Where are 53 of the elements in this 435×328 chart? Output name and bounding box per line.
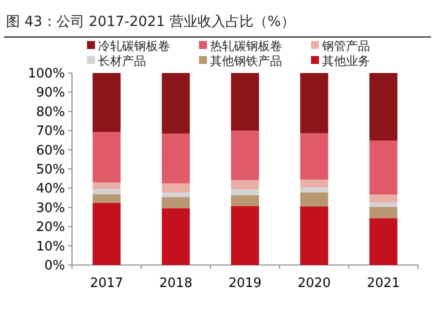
y-tick-label: 90% (36, 86, 65, 101)
x-tick-label: 2021 (366, 276, 400, 291)
bar (369, 140, 398, 195)
x-tick-label: 2017 (90, 276, 124, 291)
bar (92, 73, 121, 132)
y-tick-label: 30% (36, 200, 65, 216)
x-tick-label: 2018 (159, 276, 192, 291)
legend-label: 其他钢铁产品 (210, 54, 282, 68)
y-tick-label: 50% (36, 162, 65, 178)
y-tick-label: 0% (44, 258, 65, 274)
legend-label: 冷轧碳钢板卷 (98, 39, 170, 53)
bar (162, 73, 190, 134)
bar (369, 206, 398, 218)
chart-title: 图 43：公司 2017-2021 营业收入占比（%） (6, 14, 295, 30)
x-tick-label: 2019 (228, 276, 262, 291)
bar (231, 130, 259, 180)
bar (92, 132, 121, 182)
y-tick-label: 20% (36, 220, 65, 236)
bar (92, 202, 121, 265)
y-tick-label: 10% (36, 239, 65, 254)
bar (369, 194, 398, 202)
bar (300, 192, 328, 206)
bar (162, 208, 190, 265)
bar (300, 133, 328, 180)
bar (231, 206, 259, 265)
bar (231, 195, 259, 206)
bar (231, 190, 259, 196)
x-tick-label: 2020 (298, 276, 331, 291)
bar (300, 187, 328, 192)
y-tick-label: 40% (36, 182, 65, 197)
y-tick-label: 60% (36, 143, 65, 158)
y-tick-label: 100% (28, 66, 65, 82)
bar (92, 194, 121, 203)
y-tick-label: 70% (36, 124, 65, 140)
legend-label: 热轧碳钢板卷 (210, 39, 282, 53)
bar (231, 73, 259, 131)
legend-label: 其他业务 (322, 54, 370, 68)
bar (162, 183, 190, 192)
bar (300, 180, 328, 188)
y-tick-label: 80% (36, 104, 65, 120)
bar (162, 192, 190, 198)
bar (92, 189, 121, 194)
bar (231, 180, 259, 190)
bar (369, 202, 398, 207)
bar (162, 197, 190, 208)
legend-label: 钢管产品 (321, 39, 370, 53)
bar (162, 133, 190, 184)
bar (300, 206, 328, 265)
bar (92, 182, 121, 190)
bar (300, 73, 328, 134)
bar (369, 73, 398, 141)
bar (369, 218, 398, 265)
legend-label: 长材产品 (98, 54, 146, 68)
